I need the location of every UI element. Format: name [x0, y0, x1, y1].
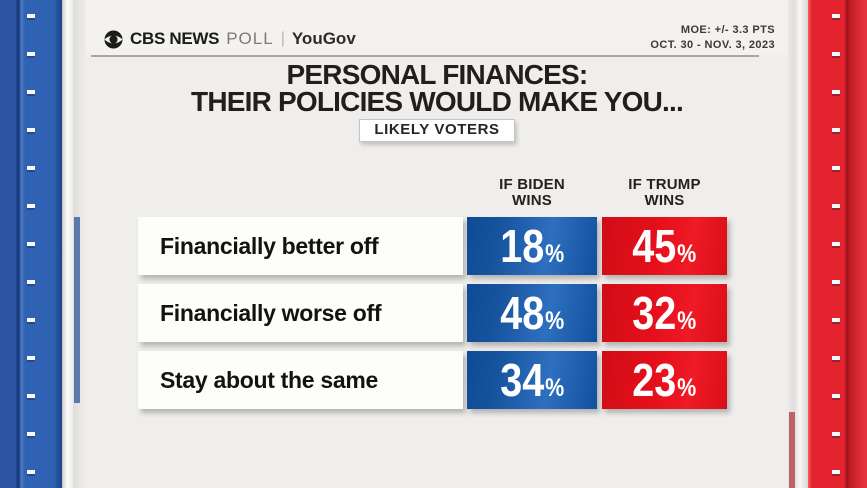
percent-sign: %: [677, 240, 697, 268]
value-number: 32: [632, 287, 677, 339]
brand-separator: |: [280, 30, 285, 47]
column-header-trump-line1: IF TRUMP: [628, 176, 701, 193]
cbs-eye-icon: [104, 30, 123, 49]
rivets-left: [27, 0, 35, 488]
page-title: PERSONAL FINANCES: THEIR POLICIES WOULD …: [86, 59, 788, 117]
left-blue-panel: [0, 0, 62, 488]
percent-value: 18 %: [500, 223, 564, 269]
header-divider: [91, 55, 759, 57]
right-red-panel: [808, 0, 867, 488]
date-range: OCT. 30 - NOV. 3, 2023: [650, 39, 775, 51]
moe-block: MOE: +/- 3.3 PTS OCT. 30 - NOV. 3, 2023: [650, 23, 775, 53]
row-label-same: Stay about the same: [138, 351, 463, 409]
value-cell-trump-better-off: 45 %: [602, 217, 727, 275]
column-header-biden-line1: IF BIDEN: [499, 176, 565, 193]
row-label-better-off: Financially better off: [138, 217, 463, 275]
brand-poll: POLL: [226, 29, 274, 48]
column-header-trump: IF TRUMP WINS: [602, 177, 727, 209]
percent-sign: %: [544, 240, 564, 268]
column-header-biden: IF BIDEN WINS: [467, 177, 597, 209]
brand-cbs-news: CBS NEWS: [130, 29, 220, 48]
percent-value: 48 %: [500, 290, 564, 336]
column-header-biden-line2: WINS: [512, 192, 552, 209]
brand-yougov: YouGov: [291, 29, 356, 48]
value-cell-trump-worse-off: 32 %: [602, 284, 727, 342]
percent-value: 32 %: [633, 290, 697, 336]
rivets-right: [832, 0, 840, 488]
value-number: 18: [500, 220, 545, 272]
value-number: 23: [632, 354, 677, 406]
value-number: 48: [500, 287, 545, 339]
row-label-worse-off: Financially worse off: [138, 284, 463, 342]
right-gray-strip: [788, 0, 808, 488]
percent-sign: %: [677, 307, 697, 335]
badge-wrap: LIKELY VOTERS: [86, 119, 788, 142]
value-cell-biden-same: 34 %: [467, 351, 597, 409]
value-number: 45: [632, 220, 677, 272]
brand-lockup: CBS NEWS POLL | YouGov: [104, 29, 356, 49]
value-cell-biden-worse-off: 48 %: [467, 284, 597, 342]
title-line-2: THEIR POLICIES WOULD MAKE YOU...: [191, 86, 684, 117]
percent-value: 34 %: [500, 357, 564, 403]
value-cell-trump-same: 23 %: [602, 351, 727, 409]
likely-voters-badge: LIKELY VOTERS: [359, 119, 515, 142]
header-band: [86, 0, 788, 55]
percent-sign: %: [544, 374, 564, 402]
left-white-strip: [62, 0, 73, 488]
percent-sign: %: [677, 374, 697, 402]
right-red-tab: [789, 412, 795, 488]
value-number: 34: [500, 354, 545, 406]
column-header-trump-line2: WINS: [644, 192, 685, 209]
percent-sign: %: [544, 307, 564, 335]
percent-value: 23 %: [633, 357, 697, 403]
moe-line: MOE: +/- 3.3 PTS: [680, 24, 775, 36]
left-blue-tab: [74, 217, 80, 403]
title-line-1: PERSONAL FINANCES:: [286, 59, 589, 90]
value-cell-biden-better-off: 18 %: [467, 217, 597, 275]
percent-value: 45 %: [633, 223, 697, 269]
